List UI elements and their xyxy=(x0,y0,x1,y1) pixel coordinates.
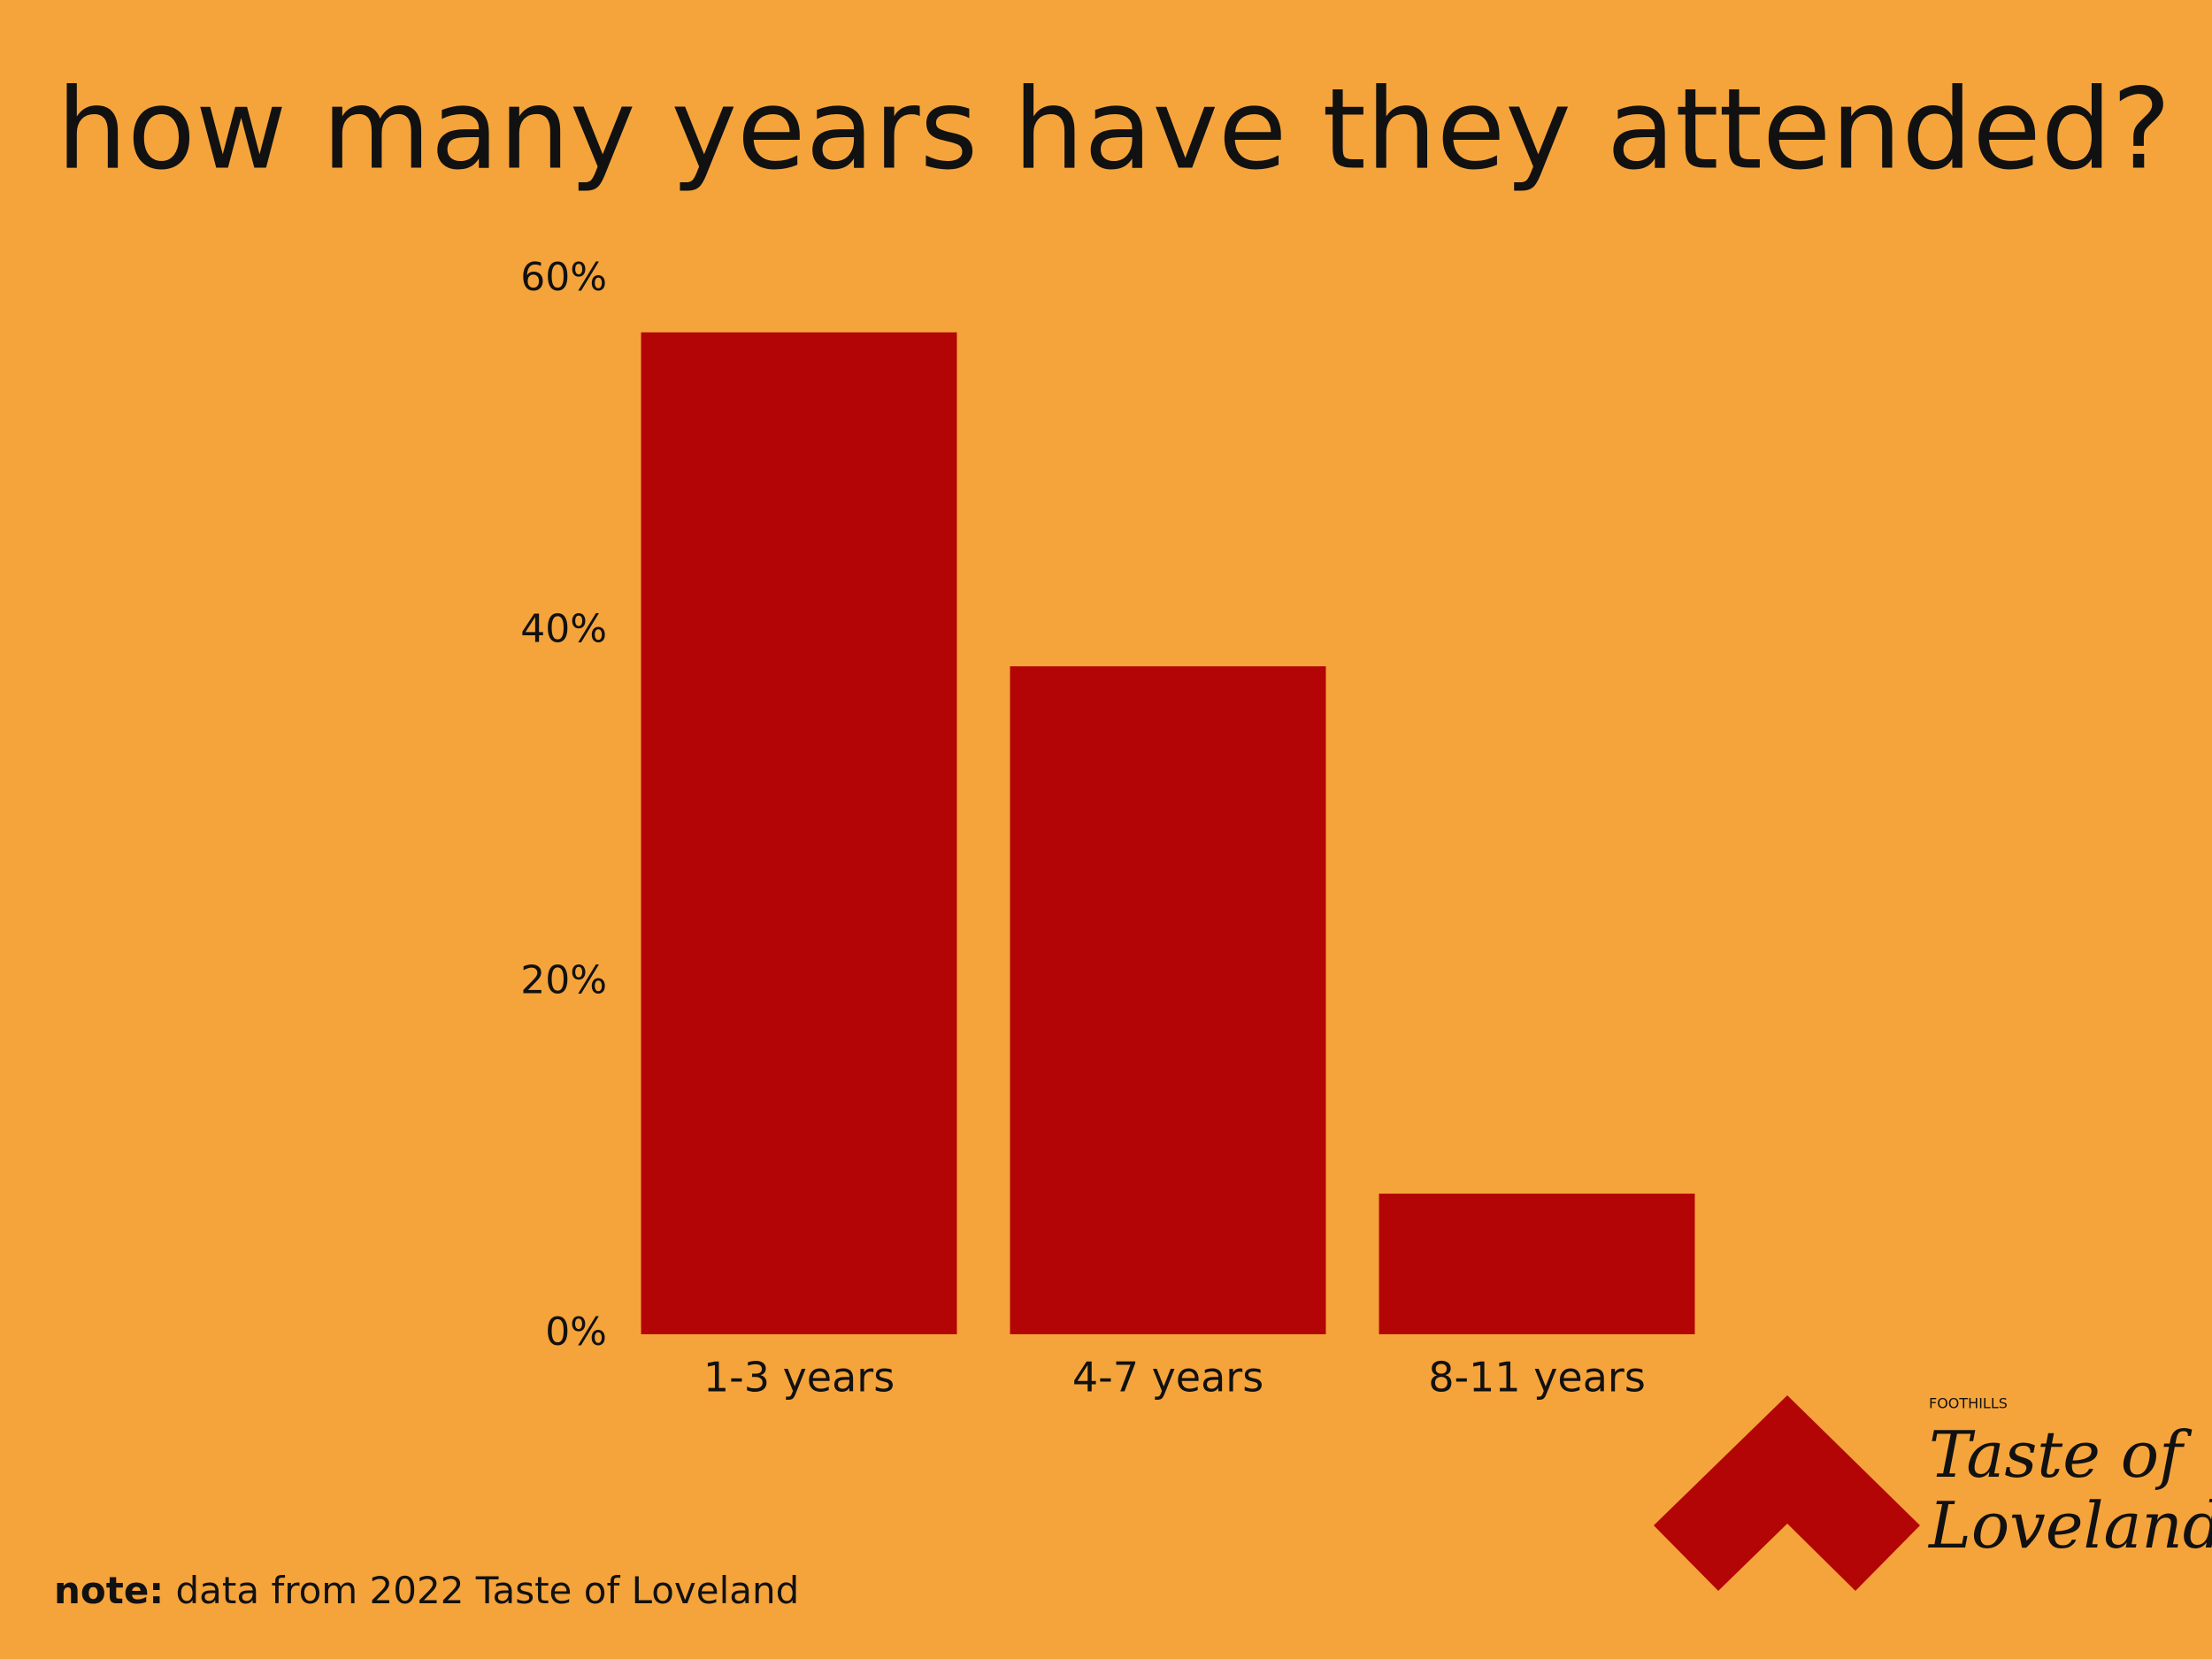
note: note: data from 2022 Taste of Loveland xyxy=(54,1569,799,1612)
bar xyxy=(1010,666,1326,1334)
note-text: data from 2022 Taste of Loveland xyxy=(175,1569,799,1612)
y-tick-label: 0% xyxy=(545,1310,607,1355)
bar xyxy=(1379,1194,1695,1334)
x-tick-label: 4-7 years xyxy=(1072,1354,1263,1402)
chart-title: how many years have they attended? xyxy=(57,65,2171,195)
x-tick-label: 8-11 years xyxy=(1428,1354,1646,1402)
logo-line2: Loveland xyxy=(1927,1488,2212,1563)
x-tick-label: 1-3 years xyxy=(703,1354,895,1402)
y-tick-label: 60% xyxy=(520,255,607,300)
y-tick-label: 40% xyxy=(520,606,607,651)
y-tick-label: 20% xyxy=(520,958,607,1003)
logo-small: FOOTHILLS xyxy=(1929,1395,2008,1412)
note-label: note: xyxy=(54,1569,164,1612)
bar xyxy=(641,332,957,1335)
logo-mark xyxy=(1654,1395,1920,1591)
logo-line1: Taste of xyxy=(1929,1417,2193,1492)
